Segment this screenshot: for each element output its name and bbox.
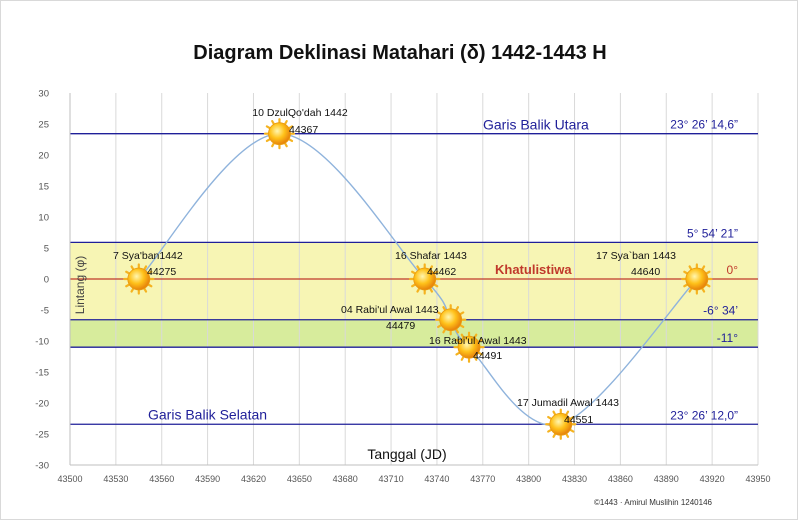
point-jd-0: 44275 (147, 266, 176, 278)
point-label-1: 10 DzulQo'dah 1442 (252, 107, 348, 119)
y-tick-label--25: -25 (35, 430, 49, 441)
reference-value-2: 0° (727, 263, 739, 277)
copyright-credit: ©1443 · Amirul Muslihin 1240146 (594, 498, 712, 507)
y-tick-label-25: 25 (38, 120, 49, 131)
point-label-2: 16 Shafar 1443 (395, 250, 467, 262)
point-jd-6: 44640 (631, 266, 660, 278)
y-tick-label--10: -10 (35, 337, 49, 348)
y-axis-title: Lintang (φ) (73, 256, 87, 314)
y-tick-label--15: -15 (35, 368, 49, 379)
x-tick-label-43920: 43920 (700, 474, 725, 484)
y-tick-label-15: 15 (38, 182, 49, 193)
point-jd-3: 44479 (386, 320, 415, 332)
sun-marker-6 (681, 263, 713, 295)
y-tick-label-5: 5 (44, 244, 49, 255)
point-label-5: 17 Jumadil Awal 1443 (517, 397, 619, 409)
reference-value-4: -11° (717, 331, 738, 345)
x-tick-label-43680: 43680 (333, 474, 358, 484)
sun-marker-0 (123, 263, 155, 295)
y-tick-label-30: 30 (38, 89, 49, 100)
y-tick-label--20: -20 (35, 399, 49, 410)
x-tick-label-43860: 43860 (608, 474, 633, 484)
x-tick-label-43650: 43650 (287, 474, 312, 484)
sun-marker-4 (453, 331, 485, 363)
x-tick-label-43770: 43770 (470, 474, 495, 484)
reference-name-2: Khatulistiwa (495, 262, 572, 277)
x-tick-label-43560: 43560 (149, 474, 174, 484)
x-tick-label-43890: 43890 (654, 474, 679, 484)
point-label-4: 16 Rabi'ul Awal 1443 (429, 335, 527, 347)
x-tick-label-43800: 43800 (516, 474, 541, 484)
sun-marker-3 (435, 304, 467, 336)
x-tick-label-43530: 43530 (103, 474, 128, 484)
point-label-3: 04 Rabi'ul Awal 1443 (341, 304, 439, 316)
y-tick-label--5: -5 (41, 306, 49, 317)
point-jd-5: 44551 (564, 414, 593, 426)
reference-value-3: -6° 34’ (703, 304, 738, 318)
x-tick-label-43500: 43500 (57, 474, 82, 484)
band-1 (70, 319, 758, 348)
y-tick-label-0: 0 (44, 275, 49, 286)
x-tick-label-43830: 43830 (562, 474, 587, 484)
reference-value-5: 23° 26’ 12,0” (670, 408, 738, 422)
x-tick-label-43710: 43710 (379, 474, 404, 484)
reference-value-1: 5° 54’ 21” (687, 226, 738, 240)
x-tick-label-43620: 43620 (241, 474, 266, 484)
y-tick-label--30: -30 (35, 461, 49, 472)
x-tick-label-43950: 43950 (745, 474, 770, 484)
reference-name-0: Garis Balik Utara (483, 117, 589, 133)
point-label-6: 17 Sya`ban 1443 (596, 250, 676, 262)
y-tick-label-20: 20 (38, 151, 49, 162)
reference-name-5: Garis Balik Selatan (148, 406, 267, 422)
y-tick-label-10: 10 (38, 213, 49, 224)
chart-title: Diagram Deklinasi Matahari (δ) 1442-1443… (193, 42, 607, 64)
point-jd-4: 44491 (473, 350, 502, 362)
x-tick-label-43740: 43740 (424, 474, 449, 484)
sun-marker-1 (263, 118, 296, 150)
x-tick-label-43590: 43590 (195, 474, 220, 484)
point-jd-2: 44462 (427, 266, 456, 278)
reference-value-0: 23° 26’ 14,6” (670, 118, 738, 132)
point-label-0: 7 Sya'ban1442 (113, 250, 183, 262)
point-jd-1: 44367 (289, 124, 318, 136)
sun-marker-2 (409, 263, 441, 295)
x-axis-title: Tanggal (JD) (367, 446, 446, 462)
sun-marker-5 (545, 408, 577, 440)
